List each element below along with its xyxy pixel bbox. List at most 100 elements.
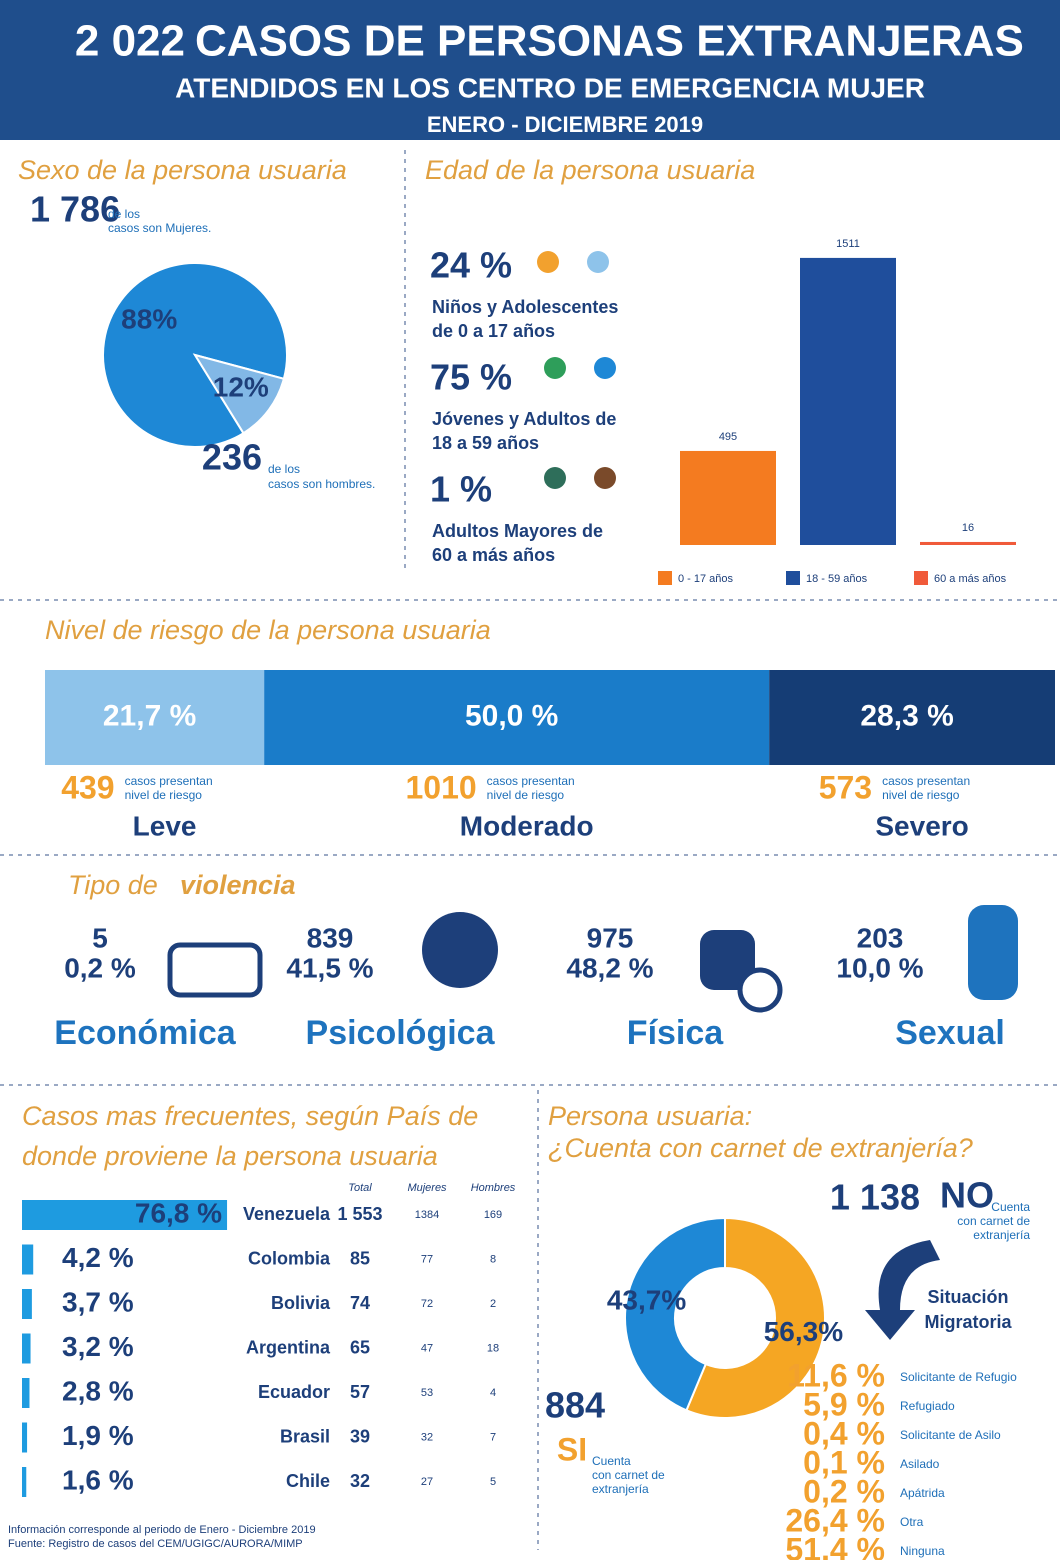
section-title: Persona usuaria:: [548, 1101, 752, 1131]
header-total: 2 022: [75, 17, 185, 66]
icon: [968, 905, 1018, 1000]
country-total: 1 553: [337, 1204, 382, 1224]
slice-label: 12%: [213, 371, 269, 402]
header-subtitle: ATENDIDOS EN LOS CENTRO DE EMERGENCIA MU…: [175, 72, 925, 103]
bar: [22, 1467, 26, 1497]
violence-count: 203: [857, 922, 904, 953]
country-total: 74: [350, 1293, 370, 1313]
men-text: de los: [268, 462, 300, 476]
risk-text: nivel de riesgo: [882, 788, 960, 802]
risk-text: nivel de riesgo: [487, 788, 565, 802]
no-count: 1 138: [830, 1177, 920, 1218]
men-count: 236: [202, 437, 262, 478]
age-label: 18 a 59 años: [432, 433, 539, 453]
risk-text: casos presentan: [882, 774, 970, 788]
icon: [587, 251, 609, 273]
table-header: Mujeres: [407, 1182, 447, 1194]
section-title: ¿Cuenta con carnet de extranjería?: [548, 1133, 973, 1163]
country-name: Ecuador: [258, 1382, 330, 1402]
legend-swatch: [658, 571, 672, 585]
bar-label: 3,2 %: [62, 1331, 134, 1362]
violence-name: Sexual: [895, 1014, 1005, 1052]
icon: [422, 912, 498, 988]
table-header: Hombres: [471, 1182, 516, 1194]
violence-percent: 41,5 %: [286, 952, 373, 983]
no-text: con carnet de: [957, 1214, 1030, 1228]
women-text: casos son Mujeres.: [108, 221, 211, 235]
age-label: de 0 a 17 años: [432, 321, 555, 341]
bar: [920, 542, 1016, 545]
si-text: Cuenta: [592, 1454, 631, 1468]
migration-label: Refugiado: [900, 1399, 955, 1413]
age-percent: 24 %: [430, 245, 512, 286]
bar: [800, 258, 896, 545]
country-men: 7: [490, 1431, 496, 1443]
country-women: 27: [421, 1476, 433, 1488]
bar-label: 1,9 %: [62, 1420, 134, 1451]
risk-level: Leve: [133, 810, 197, 841]
bar: [22, 1289, 32, 1319]
migration-label: Asilado: [900, 1457, 940, 1471]
risk-level: Severo: [875, 810, 968, 841]
country-men: 18: [487, 1342, 499, 1354]
footnote: Fuente: Registro de casos del CEM/UGIGC/…: [8, 1538, 303, 1550]
violence-name: Psicológica: [306, 1014, 496, 1052]
country-women: 72: [421, 1298, 433, 1310]
no-text: Cuenta: [991, 1200, 1030, 1214]
country-name: Argentina: [246, 1337, 331, 1357]
country-total: 39: [350, 1426, 370, 1446]
slice-label: 88%: [121, 303, 177, 334]
migration-title: Situación: [927, 1287, 1008, 1307]
risk-text: casos presentan: [125, 774, 213, 788]
header-title: CASOS DE PERSONAS EXTRANJERAS: [195, 17, 1024, 66]
section-title: Edad de la persona usuaria: [425, 155, 755, 185]
icon: [544, 357, 566, 379]
si-word: SI: [557, 1431, 587, 1467]
bar-label: 1,6 %: [62, 1464, 134, 1495]
icon: [537, 251, 559, 273]
footnote: Información corresponde al periodo de En…: [8, 1524, 316, 1536]
risk-text: nivel de riesgo: [125, 788, 203, 802]
bar: [22, 1334, 31, 1364]
age-label: Adultos Mayores de: [432, 521, 603, 541]
risk-text: casos presentan: [487, 774, 575, 788]
age-label: Jóvenes y Adultos de: [432, 409, 616, 429]
legend-label: 0 - 17 años: [678, 573, 734, 585]
country-women: 47: [421, 1342, 433, 1354]
migration-percent: 51,4 %: [785, 1531, 885, 1560]
section-title: Nivel de riesgo de la persona usuaria: [45, 615, 491, 645]
section-title: Tipo de: [68, 870, 158, 900]
violence-percent: 0,2 %: [64, 952, 136, 983]
segment-label: 21,7 %: [103, 699, 196, 732]
country-women: 32: [421, 1431, 433, 1443]
slice-label: 56,3%: [764, 1316, 843, 1347]
risk-count: 573: [819, 769, 872, 805]
bar-label: 2,8 %: [62, 1375, 134, 1406]
bar: [22, 1378, 29, 1408]
country-men: 5: [490, 1476, 496, 1488]
age-percent: 75 %: [430, 357, 512, 398]
icon: [594, 467, 616, 489]
icon: [544, 467, 566, 489]
section-title: Sexo de la persona usuaria: [18, 155, 347, 185]
section-title: Casos mas frecuentes, según País de: [22, 1101, 478, 1131]
infographic: 2 022CASOS DE PERSONAS EXTRANJERAS ATENDI…: [0, 0, 1060, 1560]
icon: [740, 970, 780, 1010]
country-name: Bolivia: [271, 1293, 331, 1313]
violence-count: 5: [92, 922, 108, 953]
violence-name: Económica: [54, 1014, 236, 1052]
si-text: con carnet de: [592, 1468, 665, 1482]
bar-label: 4,2 %: [62, 1242, 134, 1273]
no-word: NO: [940, 1175, 994, 1216]
age-label: Niños y Adolescentes: [432, 297, 618, 317]
country-total: 57: [350, 1382, 370, 1402]
si-text: extranjería: [592, 1482, 649, 1496]
si-count: 884: [545, 1385, 605, 1426]
migration-title: Migratoria: [924, 1312, 1012, 1332]
age-percent: 1 %: [430, 469, 492, 510]
country-total: 85: [350, 1248, 370, 1268]
header-period: ENERO - DICIEMBRE 2019: [427, 112, 703, 137]
value-label: 16: [962, 522, 974, 534]
violence-percent: 10,0 %: [836, 952, 923, 983]
country-men: 4: [490, 1387, 496, 1399]
